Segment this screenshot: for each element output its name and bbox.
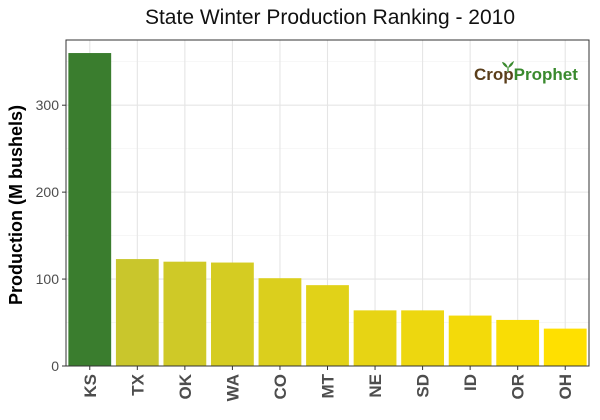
logo-text-prophet: Prophet — [514, 65, 579, 84]
y-tick-label: 100 — [36, 271, 60, 287]
y-axis-label: Production (M bushels) — [6, 105, 26, 305]
x-tick-label: OH — [556, 374, 575, 400]
bar-wa — [211, 262, 254, 366]
sprout-icon — [502, 61, 514, 72]
x-tick-label: OR — [509, 374, 528, 400]
chart-title: State Winter Production Ranking - 2010 — [145, 6, 515, 29]
x-tick-label: KS — [81, 374, 100, 398]
logo-text-crop: Crop — [474, 65, 514, 84]
x-tick-label: ID — [461, 374, 480, 391]
plot-area — [65, 39, 590, 367]
bar-ok — [163, 261, 207, 366]
y-tick-label: 0 — [51, 358, 59, 374]
svg-text:CropProphet: CropProphet — [474, 65, 578, 84]
bar-tx — [115, 259, 159, 366]
y-tick-label: 200 — [36, 184, 60, 200]
x-tick-label: NE — [366, 374, 385, 398]
bar-or — [496, 319, 540, 366]
x-tick-label: OK — [176, 373, 195, 399]
x-tick-label: CO — [271, 374, 290, 400]
x-tick-label: WA — [223, 374, 242, 401]
bar-sd — [401, 310, 444, 366]
x-axis: KS TX OK WA CO MT NE SD ID OR OH — [81, 366, 575, 401]
bar-ks — [68, 53, 112, 366]
x-tick-label: TX — [128, 373, 147, 395]
bar-co — [258, 278, 302, 366]
bar-mt — [306, 285, 349, 366]
bars — [68, 53, 587, 366]
bar-id — [448, 315, 492, 366]
y-axis: 0 100 200 300 — [36, 97, 66, 374]
bar-ne — [353, 310, 397, 366]
y-tick-label: 300 — [36, 97, 60, 113]
x-tick-label: SD — [414, 374, 433, 398]
bar-oh — [543, 328, 587, 366]
x-tick-label: MT — [319, 373, 338, 398]
cropprophet-logo: CropProphet — [474, 61, 578, 84]
